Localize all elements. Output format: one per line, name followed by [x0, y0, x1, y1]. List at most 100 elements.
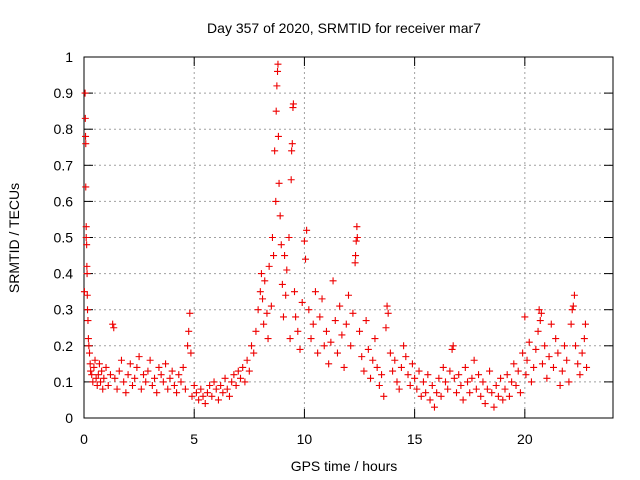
y-tick-label: 0.7: [54, 157, 74, 173]
data-point: [576, 371, 584, 379]
data-point: [534, 327, 542, 335]
data-point: [572, 342, 580, 350]
data-point: [466, 389, 474, 397]
data-point: [367, 374, 375, 382]
y-tick-label: 0.3: [54, 302, 74, 318]
data-point: [384, 309, 392, 317]
data-point: [512, 382, 520, 390]
data-point: [536, 317, 544, 325]
data-point: [300, 237, 308, 245]
data-point: [345, 291, 352, 299]
data-point: [110, 324, 118, 332]
data-point: [303, 226, 311, 234]
data-point: [82, 234, 90, 241]
data-point: [322, 327, 330, 335]
data-point: [208, 392, 216, 400]
data-point: [386, 349, 394, 357]
data-point: [375, 382, 383, 390]
data-point: [124, 371, 132, 379]
data-point: [481, 400, 489, 408]
data-point: [92, 374, 100, 382]
data-point: [157, 371, 165, 379]
x-tick-label: 15: [407, 431, 423, 447]
data-point: [492, 382, 500, 390]
data-point: [516, 389, 524, 397]
data-point: [102, 363, 110, 371]
data-point: [325, 360, 333, 368]
data-point: [278, 280, 286, 288]
data-point: [214, 396, 222, 404]
data-point: [521, 313, 529, 321]
data-point: [537, 309, 545, 317]
data-point: [349, 309, 357, 317]
data-point: [422, 389, 430, 397]
data-point: [356, 327, 364, 335]
data-points: [80, 60, 591, 411]
data-point: [288, 147, 296, 155]
chart-title: Day 357 of 2020, SRMTID for receiver mar…: [207, 20, 481, 36]
data-point: [184, 342, 192, 350]
data-point: [113, 385, 121, 393]
data-point: [352, 237, 360, 245]
data-point: [340, 363, 348, 371]
data-point: [190, 382, 198, 390]
y-axis-label: SRMTID / TECUs: [6, 183, 22, 293]
data-point: [140, 371, 148, 379]
data-point: [468, 374, 476, 382]
data-point: [556, 382, 564, 390]
data-point: [86, 360, 94, 368]
data-point: [185, 327, 193, 335]
data-point: [186, 309, 194, 317]
data-point: [230, 371, 238, 379]
data-point: [128, 382, 136, 390]
data-point: [378, 371, 386, 379]
data-point: [565, 378, 573, 386]
data-point: [88, 371, 96, 379]
axis-ticks: 00.10.20.30.40.50.60.70.80.910 5 10 15 20: [54, 49, 613, 447]
y-tick-label: 0.5: [54, 230, 74, 246]
data-point: [148, 382, 156, 390]
data-point: [404, 371, 412, 379]
data-point: [578, 349, 586, 357]
data-point: [188, 392, 196, 400]
data-point: [527, 378, 535, 386]
data-point: [245, 367, 253, 375]
data-point: [360, 367, 368, 375]
data-point: [87, 367, 95, 375]
data-point: [99, 385, 107, 393]
data-point: [336, 302, 344, 310]
data-point: [461, 363, 469, 371]
data-point: [369, 356, 377, 364]
data-point: [294, 327, 302, 335]
data-point: [353, 223, 361, 231]
data-point: [236, 374, 244, 382]
x-tick-label: 10: [297, 431, 313, 447]
data-point: [106, 371, 114, 379]
data-point: [358, 353, 366, 361]
data-point: [155, 363, 163, 371]
data-point: [309, 320, 317, 328]
data-point: [109, 320, 117, 328]
data-point: [117, 356, 125, 364]
data-point: [283, 266, 291, 274]
data-point: [490, 403, 498, 411]
data-point: [274, 60, 282, 68]
data-point: [552, 335, 560, 343]
y-tick-label: 0.4: [54, 266, 74, 282]
data-point: [444, 385, 452, 393]
data-point: [408, 360, 416, 368]
data-point: [254, 306, 262, 314]
data-point: [287, 176, 295, 184]
data-point: [391, 356, 399, 364]
data-point: [426, 396, 434, 404]
data-point: [81, 114, 89, 122]
data-point: [430, 403, 438, 411]
data-point: [338, 331, 346, 339]
data-point: [271, 147, 279, 155]
data-point: [81, 89, 89, 97]
data-point: [270, 252, 278, 260]
data-point: [475, 371, 483, 379]
data-point: [201, 400, 209, 408]
data-point: [541, 342, 549, 350]
data-point: [505, 392, 513, 400]
